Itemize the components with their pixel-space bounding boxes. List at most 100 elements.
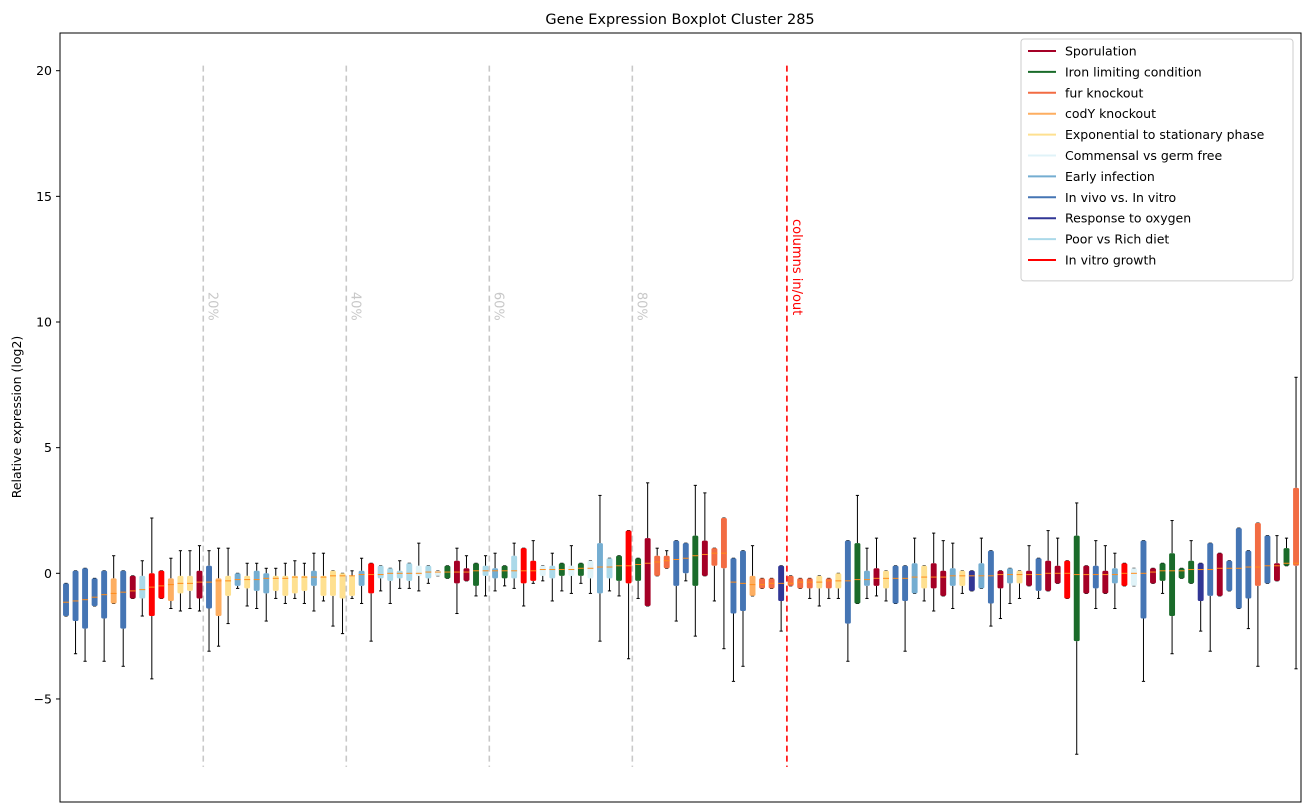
box [434,570,441,576]
box-group [959,570,966,594]
box [1016,570,1023,584]
box [911,563,918,594]
box-group [720,517,727,650]
box-group [921,565,928,602]
box-group [1064,560,1071,599]
box-group [473,562,479,597]
box [654,555,661,576]
box-group [1102,545,1109,594]
box-group [797,577,804,589]
box-group [873,537,880,597]
y-axis-label: Relative expression (log2) [9,336,24,499]
box [968,570,975,591]
percentile-label: 20% [204,292,219,321]
box [320,575,327,596]
box [539,565,546,576]
box-group [682,542,689,582]
box-group [453,547,460,615]
box-group [253,562,260,609]
box-group [263,567,270,622]
box-group [940,540,947,597]
box [1130,568,1137,586]
box-group [148,517,155,680]
box-group [72,570,79,655]
box [167,578,174,601]
box [492,568,499,579]
box [549,565,556,579]
box [415,565,422,576]
box-group [1026,545,1033,587]
box [1274,563,1280,581]
box-group [1264,535,1271,584]
box-group [1216,552,1223,597]
box [463,568,470,581]
box [1159,563,1166,581]
box [225,575,232,596]
box [997,570,1004,589]
box-group [520,547,527,607]
legend-entry: In vitro growth [1065,253,1156,268]
box [1054,565,1061,584]
box [206,565,212,609]
box-group [101,570,108,662]
box [663,555,670,569]
box-group [368,562,375,642]
box-group [625,530,632,660]
box [1226,560,1233,591]
box-group [139,560,146,617]
legend-frame [1020,38,1294,282]
box-group [787,575,794,587]
box [139,575,146,599]
box-group [129,575,136,599]
y-tick-label: 5 [44,440,52,455]
box [797,578,804,589]
box-group [63,582,69,617]
box [1293,487,1299,566]
box [940,570,947,596]
box-group [91,577,98,607]
box-group [654,547,661,577]
box-group [692,484,699,637]
box [635,558,642,581]
box [244,575,251,589]
box [873,568,880,586]
box-group [835,572,842,599]
box [930,563,937,589]
box [129,575,136,599]
box-group [1293,376,1299,670]
box-group [1073,502,1080,755]
y-tick-label: 20 [36,63,52,78]
box-group [759,577,766,589]
box [863,570,870,586]
y-axis-ticks: −5 0 5 10 15 20 [34,63,60,706]
box-group [282,562,289,604]
box [1283,548,1290,566]
box-group [120,570,127,667]
box [568,565,575,576]
box [902,565,909,601]
box [959,570,966,586]
box [520,548,527,584]
box [1007,568,1013,584]
box-group [444,565,451,579]
box-group [330,570,336,627]
box [282,575,289,596]
percentile-label: 80% [633,292,648,321]
box-group [701,492,708,577]
box-group [663,550,670,569]
y-tick-label: 15 [36,189,52,204]
box-group [949,542,956,609]
box-group [883,570,889,602]
box-group [730,557,737,682]
legend-entry: Commensal vs germ free [1065,148,1222,163]
box-group [539,565,546,582]
box-group [1130,567,1137,587]
legend-entry: fur knockout [1065,85,1143,100]
box-group [854,494,861,604]
legend-entry: In vivo vs. In vitro [1065,190,1176,205]
box [215,578,222,617]
box [272,575,279,591]
box-group [1159,562,1166,594]
box [177,575,184,594]
